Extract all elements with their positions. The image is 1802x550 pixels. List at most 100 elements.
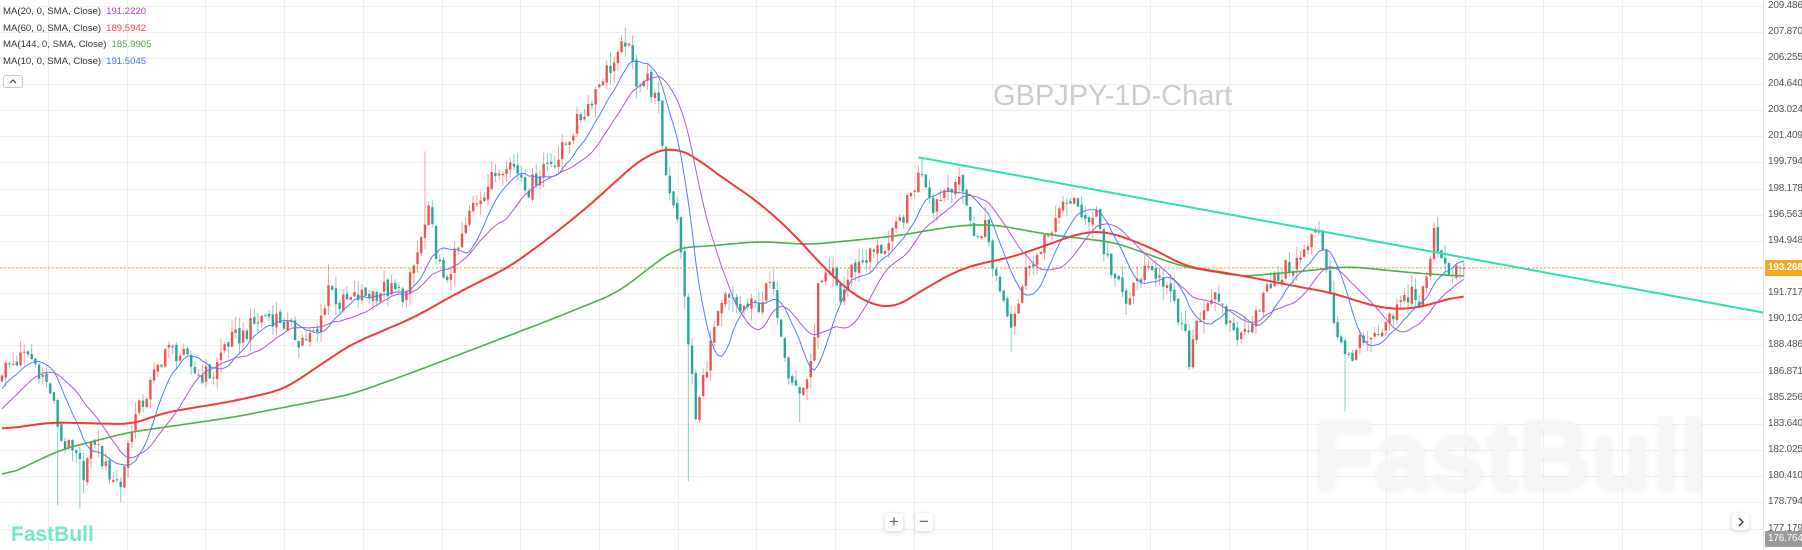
candle-body bbox=[1295, 257, 1298, 270]
candle-down bbox=[650, 69, 653, 103]
candle-up bbox=[1403, 288, 1406, 304]
candle-body bbox=[1009, 314, 1013, 328]
candle-body bbox=[1455, 265, 1458, 278]
candle-body bbox=[386, 279, 390, 297]
candle-body bbox=[1173, 289, 1176, 301]
candle-down bbox=[1084, 205, 1087, 226]
candle-body bbox=[765, 283, 768, 301]
candle-body bbox=[282, 321, 286, 329]
zoom-in-button[interactable]: + bbox=[885, 513, 903, 531]
candle-up bbox=[1310, 233, 1313, 255]
candle-body bbox=[345, 293, 349, 300]
candle-down bbox=[1347, 352, 1350, 358]
candle-body bbox=[1269, 283, 1273, 289]
candle-up bbox=[23, 344, 26, 366]
candle-body bbox=[1328, 270, 1332, 293]
candle-up bbox=[11, 352, 15, 366]
candle-down bbox=[902, 215, 905, 229]
candle-body bbox=[41, 375, 45, 377]
candle-up bbox=[1306, 243, 1310, 255]
candle-up bbox=[1202, 301, 1206, 334]
candle-up bbox=[742, 305, 746, 318]
candle-up bbox=[561, 134, 564, 171]
legend-ma60[interactable]: MA(60, 0, SMA, Close) 189.5942 bbox=[3, 21, 151, 38]
candle-body bbox=[26, 351, 30, 355]
candle-down bbox=[186, 346, 189, 356]
candle-up bbox=[379, 292, 382, 303]
candle-up bbox=[420, 236, 423, 257]
candle-down bbox=[1106, 241, 1109, 259]
candle-body bbox=[8, 363, 11, 365]
candle-body bbox=[883, 250, 887, 254]
candle-up bbox=[612, 57, 616, 84]
ma10-line bbox=[1, 60, 1464, 466]
collapse-legend-button[interactable] bbox=[3, 75, 23, 88]
candle-down bbox=[1065, 198, 1068, 216]
legend-ma144[interactable]: MA(144, 0, SMA, Close) 185.9905 bbox=[3, 37, 151, 54]
candle-up bbox=[1295, 246, 1298, 281]
candle-body bbox=[1414, 289, 1417, 300]
candle-body bbox=[164, 349, 167, 367]
candle-up bbox=[1254, 306, 1258, 335]
candle-body bbox=[464, 224, 467, 234]
candle-body bbox=[824, 272, 827, 282]
candle-body bbox=[564, 143, 568, 145]
candle-down bbox=[338, 299, 341, 313]
candle-down bbox=[26, 350, 30, 358]
candle-down bbox=[1321, 229, 1324, 251]
candle-down bbox=[1002, 289, 1005, 303]
candle-body bbox=[1369, 337, 1373, 340]
candle-up bbox=[983, 206, 987, 239]
candle-body bbox=[11, 363, 15, 365]
candle-body bbox=[1373, 333, 1376, 337]
legend-ma20[interactable]: MA(20, 0, SMA, Close) 191.2220 bbox=[3, 4, 151, 21]
candle-up bbox=[4, 359, 7, 388]
candle-up bbox=[1091, 211, 1094, 238]
candle-body bbox=[178, 355, 182, 361]
candle-body bbox=[672, 191, 675, 206]
candle-down bbox=[75, 449, 78, 463]
candle-body bbox=[1306, 246, 1310, 251]
price-axis[interactable]: 177.179 178.794 180.410 182.025 183.640 185.2… bbox=[1763, 0, 1802, 550]
candle-up bbox=[468, 204, 471, 228]
scroll-right-button[interactable] bbox=[1732, 513, 1749, 530]
candle-down bbox=[950, 187, 953, 204]
zoom-out-button[interactable]: − bbox=[915, 513, 933, 531]
candle-up bbox=[846, 268, 850, 298]
candle-up bbox=[750, 294, 753, 321]
chart-canvas[interactable]: FastBull GBPJPY-1D-Chart MA(20, 0, SMA, … bbox=[0, 0, 1763, 550]
candle-body bbox=[1380, 332, 1384, 337]
candle-body bbox=[579, 114, 582, 121]
candle-body bbox=[739, 303, 742, 312]
candle-body bbox=[917, 172, 920, 193]
candle-body bbox=[494, 173, 497, 177]
legend-ma10[interactable]: MA(10, 0, SMA, Close) 191.5045 bbox=[3, 54, 151, 71]
candle-down bbox=[446, 274, 449, 283]
candle-down bbox=[546, 153, 549, 172]
candle-body bbox=[720, 302, 723, 314]
price-axis-label: 185.256 bbox=[1768, 391, 1802, 403]
candle-body bbox=[126, 443, 130, 468]
candle-body bbox=[1058, 208, 1061, 218]
candle-down bbox=[661, 99, 664, 151]
candle-body bbox=[67, 440, 70, 448]
candle-body bbox=[442, 259, 445, 278]
candle-up bbox=[260, 315, 263, 329]
candle-body bbox=[479, 200, 482, 205]
candle-body bbox=[835, 267, 838, 286]
candle-down bbox=[1117, 275, 1120, 281]
candle-up bbox=[104, 452, 108, 471]
candle-up bbox=[765, 282, 768, 304]
descending-trendline[interactable] bbox=[918, 156, 1763, 314]
candle-body bbox=[880, 245, 883, 254]
candle-down bbox=[657, 81, 660, 114]
price-axis-label: 198.178 bbox=[1768, 182, 1802, 194]
candle-up bbox=[408, 268, 412, 305]
candle-body bbox=[1098, 209, 1102, 229]
candle-up bbox=[809, 353, 812, 388]
candle-body bbox=[1165, 285, 1169, 289]
candle-body bbox=[338, 302, 341, 309]
candle-body bbox=[742, 305, 746, 311]
candle-body bbox=[924, 174, 927, 188]
candle-up bbox=[353, 280, 356, 298]
